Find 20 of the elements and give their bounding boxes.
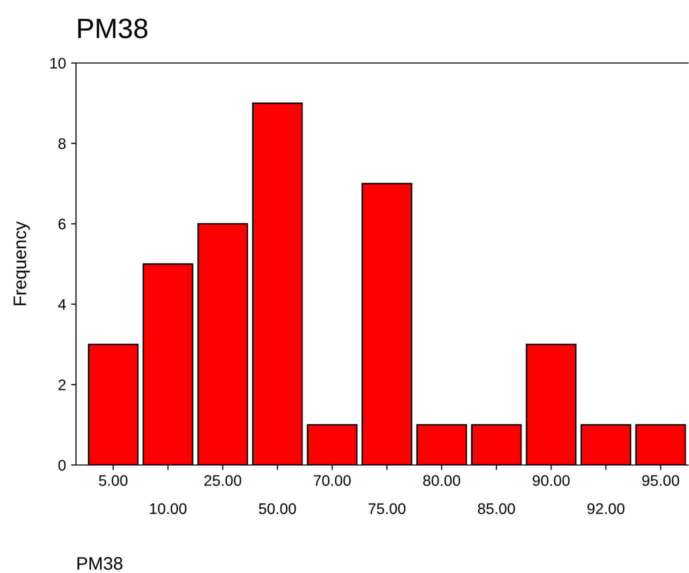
y-tick-label: 4 (58, 299, 66, 310)
x-tick-label: 85.00 (478, 503, 515, 514)
x-tick-label: 80.00 (423, 475, 460, 486)
x-tick-label: 5.00 (98, 475, 128, 486)
x-tick-label: 70.00 (314, 475, 351, 486)
x-tick-label: 90.00 (532, 475, 570, 486)
x-tick-label: 50.00 (258, 503, 296, 514)
chart-title: PM38 (78, 18, 148, 38)
y-tick-label: 6 (58, 218, 66, 230)
x-tick-label: 92.00 (587, 503, 624, 514)
y-axis-title: Frequency (14, 221, 30, 306)
x-tick-label: 95.00 (642, 475, 680, 486)
y-tick-label: 2 (58, 379, 66, 390)
x-tick-label: 10.00 (150, 503, 186, 514)
x-tick-label: 25.00 (204, 475, 242, 486)
x-tick-label: 75.00 (368, 503, 406, 514)
y-tick-label: 0 (58, 460, 66, 471)
x-axis-title: PM38 (77, 557, 122, 570)
y-tick-label: 10 (50, 58, 66, 69)
y-tick-label: 8 (58, 138, 66, 150)
